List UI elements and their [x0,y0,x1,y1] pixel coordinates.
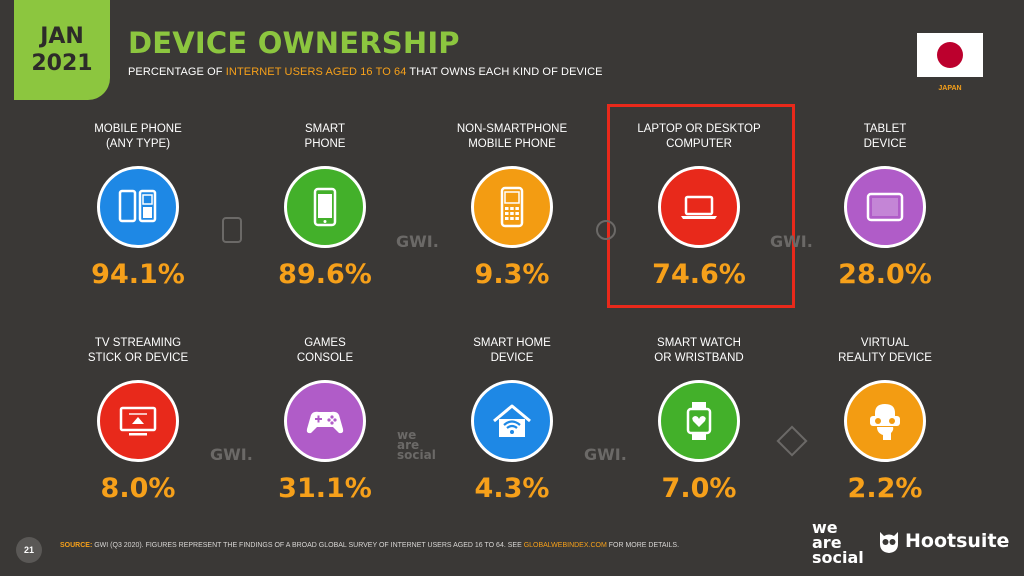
page-subtitle: PERCENTAGE OF INTERNET USERS AGED 16 TO … [128,66,603,78]
gwi-watermark: GWI. [770,232,813,251]
device-label: GAMES CONSOLE [296,337,354,364]
gwi-watermark: GWI. [210,445,253,464]
smartphone-icon [284,166,366,248]
device-label: LAPTOP OR DESKTOP COMPUTER [637,123,761,150]
device-label: SMART WATCH OR WRISTBAND [654,337,744,364]
japan-flag-icon [917,33,983,77]
vr-headset-icon [844,380,926,462]
mobile-phones-icon [97,166,179,248]
date-badge: JAN 2021 [14,0,110,100]
laptop-icon [658,166,740,248]
device-label: VIRTUAL REALITY DEVICE [838,337,932,364]
page-title: DEVICE OWNERSHIP [128,26,460,60]
hootsuite-logo: Hootsuite [878,528,1009,554]
device-item-smartwatch: SMART WATCH OR WRISTBAND 7.0% [614,336,784,504]
device-label: NON-SMARTPHONE MOBILE PHONE [456,123,568,150]
gear-watermark-icon [596,220,616,240]
owl-watermark-icon [222,217,242,243]
tv-streaming-icon [97,380,179,462]
device-item-tablet: TABLET DEVICE 28.0% [800,122,970,290]
source-link[interactable]: GLOBALWEBINDEX.COM [523,542,607,549]
device-item-laptop: LAPTOP OR DESKTOP COMPUTER 74.6% [614,122,784,290]
device-value: 74.6% [652,259,746,290]
date-year: 2021 [31,51,93,76]
device-label: SMART HOME DEVICE [473,337,551,364]
page-number: 21 [16,537,42,563]
device-label: SMART PHONE [304,123,346,150]
device-item-smartphone: SMART PHONE 89.6% [240,122,410,290]
device-value: 4.3% [474,473,550,504]
device-value: 28.0% [838,259,932,290]
source-note: SOURCE: GWI (Q3 2020). FIGURES REPRESENT… [60,542,680,549]
device-value: 89.6% [278,259,372,290]
device-value: 8.0% [100,473,176,504]
device-value: 2.2% [847,473,923,504]
gamepad-icon [284,380,366,462]
device-item-games-console: GAMES CONSOLE 31.1% [240,336,410,504]
gwi-watermark: GWI. [396,232,439,251]
smartwatch-icon [658,380,740,462]
feature-phone-icon [471,166,553,248]
highlight-box [607,104,795,308]
device-item-smart-home: SMART HOME DEVICE 4.3% [427,336,597,504]
device-item-mobile-phone: MOBILE PHONE (ANY TYPE) 94.1% [53,122,223,290]
device-value: 9.3% [474,259,550,290]
smart-home-icon [471,380,553,462]
we-are-social-watermark: we are social [397,428,436,462]
device-value: 31.1% [278,473,372,504]
device-label: TV STREAMING STICK OR DEVICE [87,337,189,364]
device-item-tv-streaming: TV STREAMING STICK OR DEVICE 8.0% [53,336,223,504]
we-are-social-logo: we are social [812,518,864,567]
tablet-icon [844,166,926,248]
date-month: JAN [40,24,84,49]
device-value: 94.1% [91,259,185,290]
country-label: JAPAN [938,85,962,92]
device-item-feature-phone: NON-SMARTPHONE MOBILE PHONE 9.3% [427,122,597,290]
device-label: TABLET DEVICE [863,123,907,150]
device-label: MOBILE PHONE (ANY TYPE) [94,123,182,150]
device-item-vr: VIRTUAL REALITY DEVICE 2.2% [800,336,970,504]
device-value: 7.0% [661,473,737,504]
gwi-watermark: GWI. [584,445,627,464]
owl-icon [880,532,898,553]
